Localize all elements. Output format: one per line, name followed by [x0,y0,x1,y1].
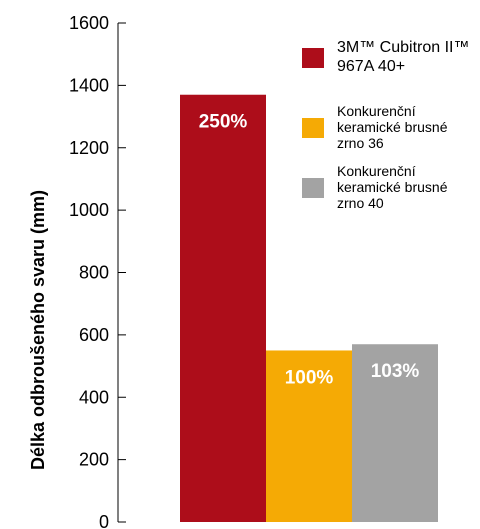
y-tick-label: 200 [79,450,109,470]
bar-value-label: 100% [285,367,334,388]
bar [180,94,266,522]
bar [266,350,352,522]
y-tick-label: 1000 [69,200,109,220]
legend-item: 3M™ Cubitron II™ 967A 40+ [302,39,469,75]
y-tick-label: 0 [99,512,109,529]
legend-swatch [302,118,324,138]
y-tick-label: 1600 [69,13,109,33]
legend-label: keramické brusné [337,119,448,135]
legend-swatch [302,178,324,198]
y-tick-label: 800 [79,263,109,283]
legend-label: zrno 40 [337,195,384,211]
y-tick-label: 600 [79,325,109,345]
bars: 250% 100% 103% [180,94,438,522]
y-tick-label: 1200 [69,138,109,158]
y-tick-label: 1400 [69,75,109,95]
y-axis-label: Délka odbroušeného svaru (mm) [28,190,48,470]
legend-label: Konkurenční [337,163,416,179]
legend-label: Konkurenční [337,103,416,119]
legend-label: 3M™ Cubitron II™ [337,39,469,56]
legend-swatch [302,48,324,68]
bar-value-label: 103% [371,361,420,382]
legend-label: zrno 36 [337,135,384,151]
legend-label: 967A 40+ [337,58,405,75]
y-axis: 0 200 400 600 800 1000 1200 1400 1600 [69,13,126,529]
y-tick-label: 400 [79,387,109,407]
legend-label: keramické brusné [337,179,448,195]
bar [352,344,438,522]
bar-value-label: 250% [199,112,248,133]
